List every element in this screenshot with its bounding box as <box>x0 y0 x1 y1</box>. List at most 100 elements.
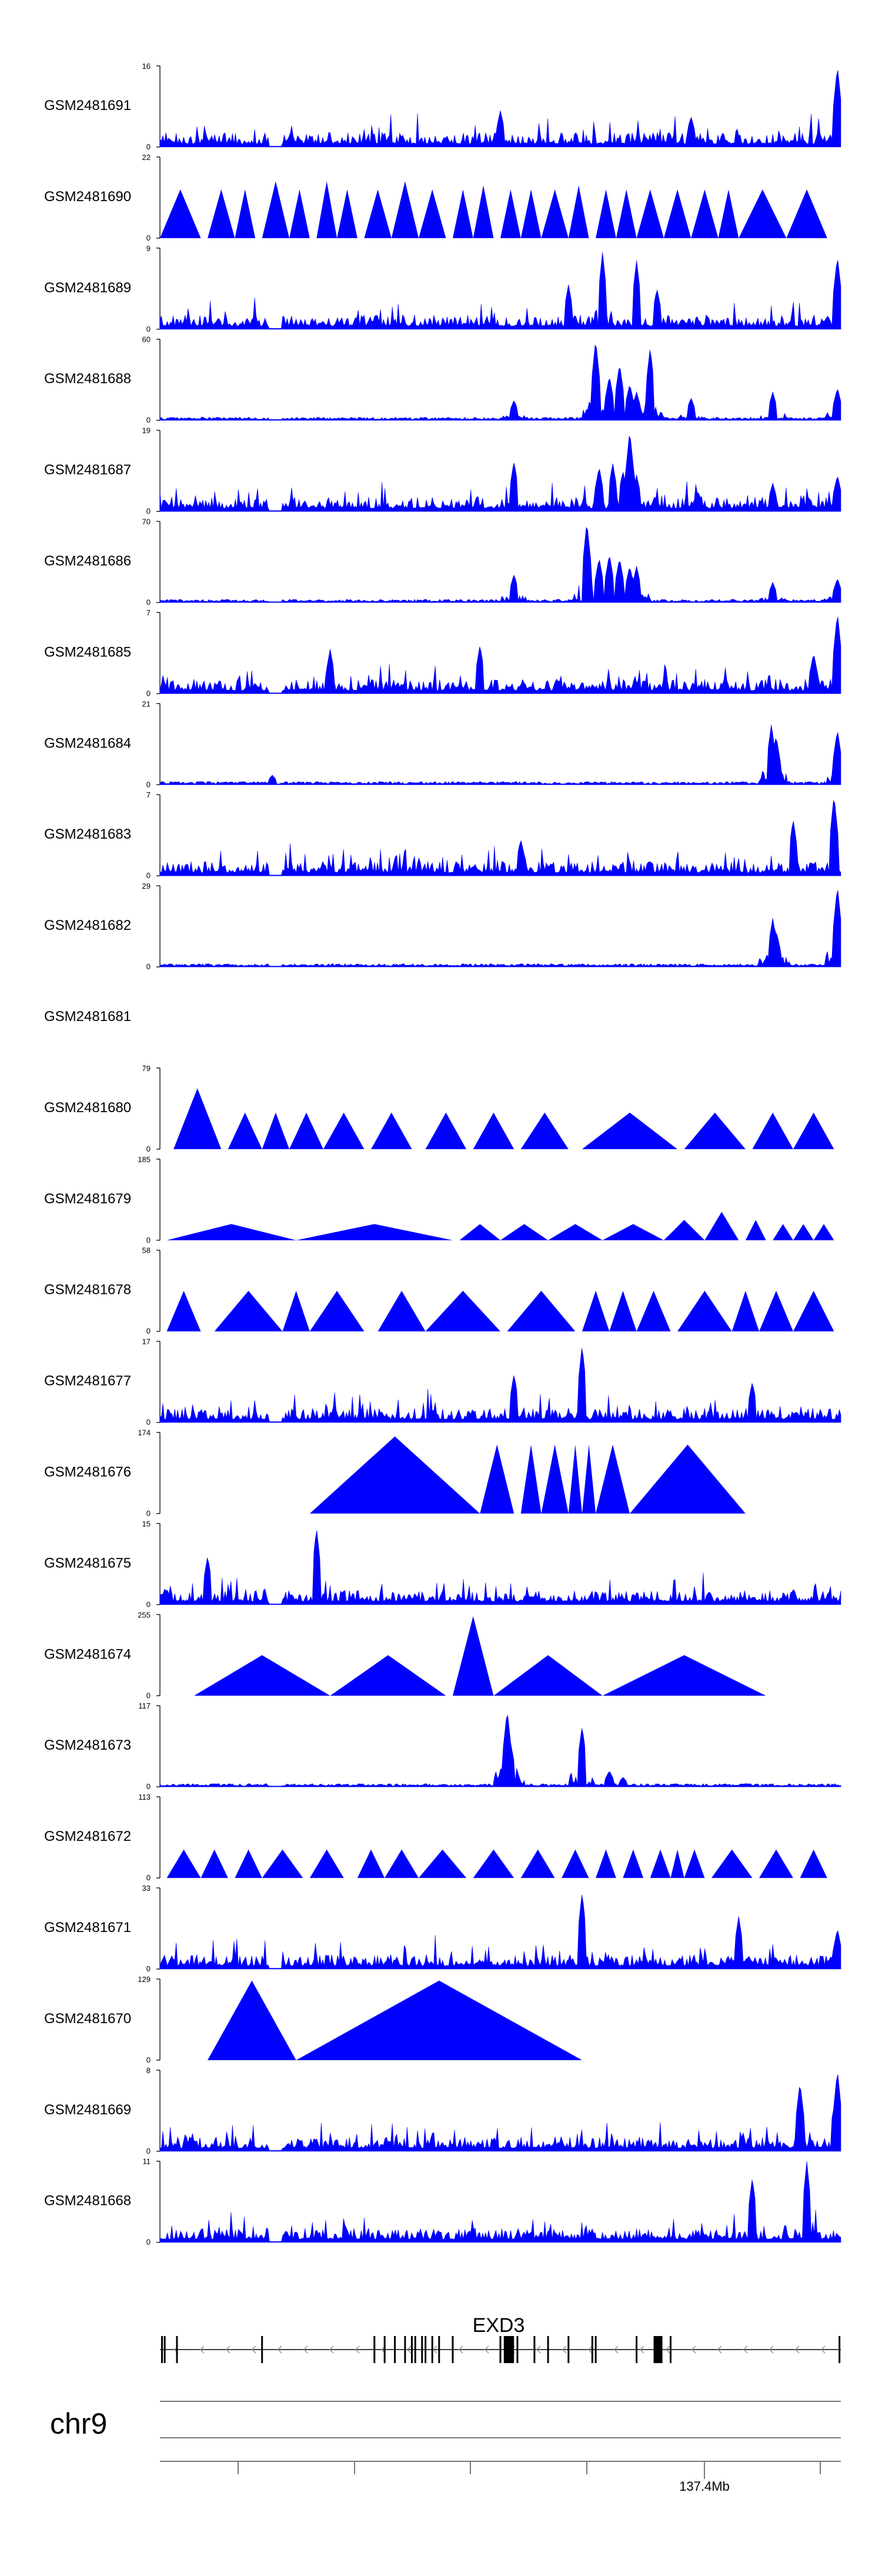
track-ymax-label: 11 <box>143 2157 151 2166</box>
coverage-triangle <box>425 1290 500 1332</box>
coverage-triangle <box>235 189 256 238</box>
track-ymax-label: 17 <box>142 1337 151 1346</box>
coverage-triangle <box>419 1849 467 1878</box>
coverage-triangle <box>759 1290 793 1332</box>
track-ymax-label: 79 <box>142 1064 151 1073</box>
coverage-triangle <box>452 189 473 238</box>
track-ymin-label: 0 <box>146 2056 151 2064</box>
coverage-area <box>159 344 841 421</box>
coverage-triangle <box>541 1444 569 1514</box>
track-label: GSM2481673 <box>44 1737 131 1753</box>
track-GSM2481674: GSM2481674 255 0 <box>44 1610 766 1700</box>
track-ymin-label: 0 <box>146 1418 151 1427</box>
strand-arrow <box>691 2345 696 2354</box>
track-ymin-label: 0 <box>146 1782 151 1791</box>
coverage-triangle <box>786 189 827 238</box>
coverage-area <box>159 800 841 876</box>
track-GSM2481684: GSM2481684 21 0 <box>44 699 841 789</box>
track-GSM2481681: GSM2481681 <box>44 1009 131 1025</box>
coverage-triangle <box>630 1444 746 1514</box>
track-GSM2481675: GSM2481675 15 0 <box>44 1519 841 1609</box>
track-ymax-label: 16 <box>142 62 151 71</box>
coverage-triangle <box>704 1212 739 1240</box>
track-GSM2481689: GSM2481689 9 0 <box>44 244 841 333</box>
coverage-triangle <box>793 1112 834 1149</box>
gene-exon <box>516 2336 519 2363</box>
track-label: GSM2481674 <box>44 1646 131 1662</box>
coverage-triangle <box>309 1290 365 1332</box>
track-label: GSM2481684 <box>44 735 131 751</box>
coverage-triangle <box>752 1112 793 1149</box>
coverage-triangle <box>684 1849 705 1878</box>
track-GSM2481683: GSM2481683 7 0 <box>44 790 841 880</box>
coverage-triangle <box>793 1224 814 1240</box>
coverage-triangle <box>201 1849 228 1878</box>
gene-exon <box>431 2336 433 2363</box>
track-ymax-label: 113 <box>138 1793 151 1801</box>
coverage-area <box>159 1348 841 1423</box>
track-ymax-label: 22 <box>142 153 151 162</box>
coverage-triangle <box>493 1655 603 1696</box>
gene-exon <box>404 2336 406 2363</box>
strand-arrow <box>717 2345 722 2354</box>
coverage-triangle <box>602 1224 664 1240</box>
gene-exon <box>425 2336 427 2363</box>
coverage-tracks: GSM2481691160GSM2481690220GSM248168990GS… <box>44 62 841 2247</box>
coverage-triangle <box>636 189 664 238</box>
strand-arrow <box>666 2345 670 2354</box>
genome-axis: 137.4Mb <box>160 2461 841 2494</box>
track-ymin-label: 0 <box>146 598 151 607</box>
track-ymin-label: 0 <box>146 1144 151 1153</box>
track-label: GSM2481687 <box>44 462 131 478</box>
track-GSM2481686: GSM2481686 70 0 <box>44 518 841 607</box>
strand-arrow <box>252 2345 256 2354</box>
coverage-triangle <box>520 1444 542 1514</box>
track-ymin-label: 0 <box>146 871 151 880</box>
chromosome-ideogram: chr9 <box>50 2401 841 2440</box>
coverage-triangle <box>520 189 542 238</box>
track-label: GSM2481681 <box>44 1009 131 1025</box>
track-ymin-label: 0 <box>146 2147 151 2155</box>
track-label: GSM2481690 <box>44 189 131 205</box>
coverage-triangle <box>452 1616 494 1696</box>
strand-arrow <box>562 2345 567 2354</box>
track-ymax-label: 58 <box>142 1246 151 1255</box>
track-label: GSM2481675 <box>44 1555 131 1571</box>
coverage-triangle <box>235 1849 262 1878</box>
coverage-area <box>159 435 841 512</box>
strand-arrow <box>459 2345 463 2354</box>
track-label: GSM2481689 <box>44 280 131 296</box>
track-GSM2481678: GSM2481678 58 0 <box>44 1246 834 1336</box>
coverage-triangle <box>289 189 310 238</box>
track-ymax-label: 15 <box>142 1519 151 1528</box>
coverage-triangle <box>309 1849 344 1878</box>
track-label: GSM2481685 <box>44 644 131 660</box>
coverage-triangle <box>370 1112 412 1149</box>
track-ymin-label: 0 <box>146 1327 151 1336</box>
coverage-triangle <box>663 1220 705 1240</box>
coverage-triangle <box>582 1444 596 1514</box>
track-ymax-label: 117 <box>138 1701 151 1710</box>
chromosome-label: chr9 <box>50 2407 107 2440</box>
strand-arrow <box>485 2345 489 2354</box>
coverage-triangle <box>473 1849 514 1878</box>
track-ymax-label: 9 <box>146 244 151 253</box>
coverage-triangle <box>262 1112 290 1149</box>
coverage-triangle <box>636 1290 671 1332</box>
gene-exon <box>452 2336 454 2363</box>
track-ymax-label: 33 <box>142 1884 151 1893</box>
coverage-triangle <box>364 189 392 238</box>
coverage-triangle <box>711 1849 753 1878</box>
coverage-area <box>159 1894 841 1970</box>
coverage-triangle <box>208 189 235 238</box>
strand-arrow <box>614 2345 619 2354</box>
coverage-triangle <box>562 1849 589 1878</box>
genome-axis-ticks <box>238 2461 821 2479</box>
track-ymax-label: 70 <box>142 518 151 526</box>
track-ymin-label: 0 <box>146 1964 151 1973</box>
coverage-triangle <box>357 1849 385 1878</box>
coverage-triangle <box>602 1655 766 1696</box>
coverage-triangle <box>677 1290 732 1332</box>
gene-exon-thick <box>503 2336 514 2363</box>
